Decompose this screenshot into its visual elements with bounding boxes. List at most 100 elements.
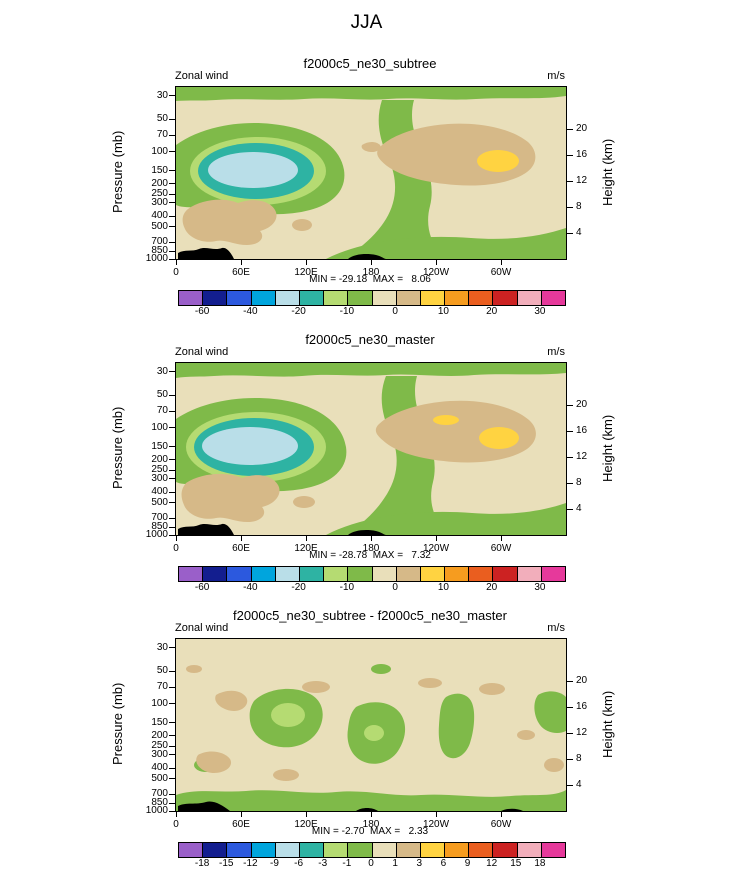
- pressure-tick-label: 30: [156, 641, 168, 653]
- lon-tick-label: 0: [173, 267, 179, 278]
- fill-yellow-max: [477, 150, 519, 172]
- lon-tick-label: 120E: [294, 267, 318, 278]
- lon-tick: [435, 535, 437, 541]
- panel-subtree: f2000c5_ne30_subtree Zonal wind m/s Pres…: [0, 46, 733, 322]
- pressure-tick-label: 150: [151, 164, 168, 176]
- fill-surface-green-strip: [326, 503, 566, 535]
- panel-difference: f2000c5_ne30_subtree - f2000c5_ne30_mast…: [0, 598, 733, 874]
- colorbar-segment: [517, 291, 542, 305]
- colorbar-label: -20: [291, 582, 306, 593]
- height-tick-label: 20: [576, 123, 588, 135]
- lon-tick-label: 180: [362, 267, 380, 278]
- pressure-tick: [169, 778, 176, 780]
- colorbar-segment: [299, 843, 325, 857]
- fill-central-green-band: [344, 100, 444, 259]
- colorbar-label: -9: [270, 858, 279, 869]
- fill-tan-streak: [361, 142, 381, 152]
- terrain-center: [356, 808, 378, 811]
- lon-tick: [370, 811, 372, 817]
- pressure-tick: [169, 95, 176, 96]
- colorbar-label: 6: [440, 858, 447, 869]
- pressure-tick: [169, 170, 176, 172]
- pressure-tick: [169, 226, 176, 228]
- units-label: m/s: [547, 70, 565, 82]
- colorbar: [178, 566, 566, 582]
- colorbar-segment: [372, 843, 397, 857]
- colorbar-segment: [445, 291, 470, 305]
- plot-frame: 30 50 70 100 150 200 250 300 400 500 700 850 1000 20 1…: [146, 638, 587, 830]
- height-tick-label: 8: [576, 477, 582, 489]
- colorbar-label: 0: [392, 306, 398, 317]
- pressure-tick: [169, 754, 176, 756]
- colorbar-segment: [324, 843, 349, 857]
- lon-tick: [500, 811, 502, 817]
- colorbar-segment: [275, 567, 300, 581]
- lon-tick-label: 60W: [490, 819, 512, 830]
- fill-tan-patch-2: [302, 681, 330, 693]
- colorbar-segment: [493, 567, 518, 581]
- colorbar-segment: [203, 843, 228, 857]
- pressure-tick: [169, 469, 176, 471]
- lon-tick: [500, 535, 502, 541]
- height-tick: [566, 154, 573, 156]
- minmax-stats: MIN = -2.70 MAX = 2.33: [311, 826, 429, 837]
- colorbar: [178, 290, 566, 306]
- pressure-tick-label: 700: [151, 788, 168, 800]
- height-tick-label: 4: [576, 227, 582, 239]
- lon-tick-label: 0: [173, 543, 179, 554]
- colorbar-segment: [541, 843, 565, 857]
- fill-green-blob-d: [534, 691, 566, 733]
- pressure-tick-label: 1000: [145, 253, 168, 264]
- colorbar-segment: [324, 567, 349, 581]
- colorbar-segment: [493, 843, 518, 857]
- height-tick: [566, 732, 573, 734]
- pressure-tick: [169, 647, 176, 648]
- colorbar: [178, 842, 566, 858]
- plot-corner-labels: Zonal wind m/s: [175, 346, 565, 358]
- height-tick: [566, 430, 573, 432]
- pressure-tick: [169, 134, 176, 136]
- height-tick-label: 16: [576, 149, 588, 161]
- colorbar-segment: [179, 291, 204, 305]
- colorbar-segment: [348, 291, 373, 305]
- lon-tick: [370, 535, 372, 541]
- colorbar-label: 9: [464, 858, 471, 869]
- fill-yellow-max: [479, 427, 519, 449]
- pressure-tick: [169, 118, 176, 120]
- colorbar-segment: [517, 567, 542, 581]
- colorbar-segment: [420, 843, 446, 857]
- colorbar-segment: [203, 291, 228, 305]
- pressure-tick: [169, 427, 176, 429]
- pressure-tick: [169, 459, 176, 461]
- fill-central-green-band: [346, 376, 448, 535]
- colorbar-segment: [179, 843, 204, 857]
- terrain-center: [348, 254, 386, 259]
- colorbar-segment: [445, 843, 470, 857]
- colorbar-label: -40: [243, 582, 258, 593]
- colorbar-segment: [469, 291, 494, 305]
- lon-tick: [500, 259, 502, 265]
- pressure-tick: [169, 534, 176, 536]
- height-tick-label: 8: [576, 753, 582, 765]
- colorbar-segment: [396, 291, 421, 305]
- lon-tick-label: 120W: [422, 267, 450, 278]
- colorbar-label: -40: [243, 306, 258, 317]
- height-tick-label: 12: [576, 451, 588, 463]
- lon-tick: [305, 259, 307, 265]
- pressure-tick: [169, 215, 176, 217]
- fill-surface-green-strip: [326, 228, 566, 259]
- pressure-tick-label: 300: [151, 196, 168, 208]
- pressure-tick-label: 70: [156, 129, 168, 140]
- colorbar-label: -6: [294, 858, 304, 869]
- pressure-tick-label: 70: [156, 681, 168, 692]
- pressure-tick: [169, 446, 176, 448]
- colorbar-segment: [469, 567, 494, 581]
- pressure-tick-label: 250: [151, 740, 168, 752]
- colorbar-label: -20: [291, 306, 306, 317]
- fill-tan-patch-3: [418, 678, 442, 688]
- height-tick-label: 4: [576, 503, 582, 515]
- colorbar-segment: [275, 291, 300, 305]
- lon-tick-label: 180: [362, 543, 380, 554]
- colorbar-segment: [541, 291, 565, 305]
- fill-yellow-sliver: [433, 415, 459, 425]
